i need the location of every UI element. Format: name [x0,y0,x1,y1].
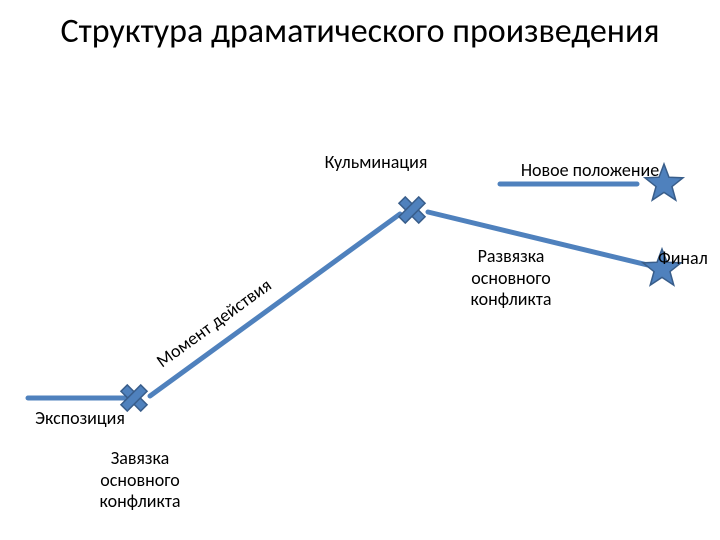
label-new-position: Новое положение [500,160,680,182]
label-inciting: Завязка основного конфликта [70,448,210,513]
label-culmination: Кульминация [306,152,446,174]
cross-culmination [399,197,425,223]
slide: Структура драматического произведения Ку… [0,0,720,540]
rising-line [150,214,400,396]
label-finale: Финал [648,248,718,270]
label-resolution: Развязка основного конфликта [436,246,586,311]
label-exposition: Экспозиция [20,408,140,430]
